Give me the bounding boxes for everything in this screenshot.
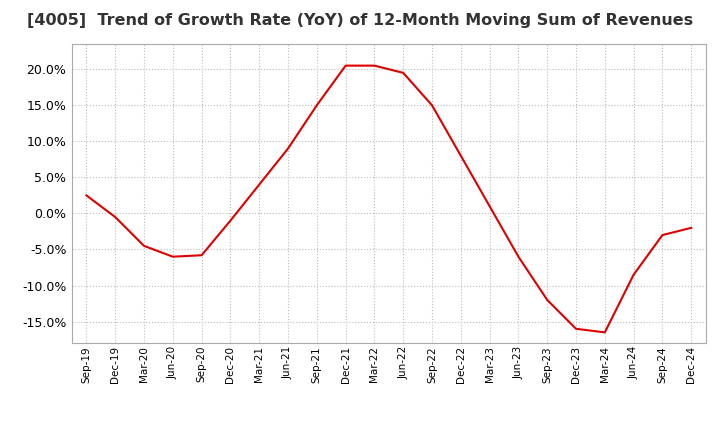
Text: [4005]  Trend of Growth Rate (YoY) of 12-Month Moving Sum of Revenues: [4005] Trend of Growth Rate (YoY) of 12-… <box>27 13 693 28</box>
